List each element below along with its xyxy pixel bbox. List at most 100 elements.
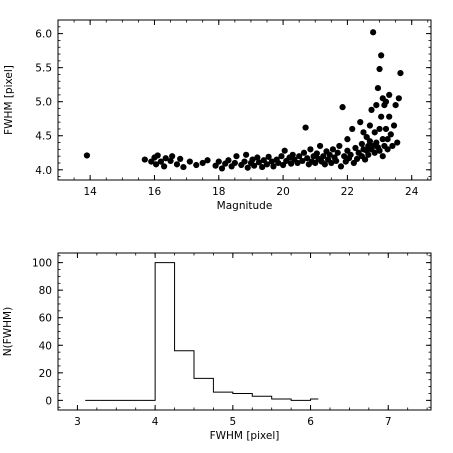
- data-point: [294, 159, 301, 167]
- x-tick-label: 24: [405, 186, 419, 198]
- y-tick-label: 20: [39, 368, 52, 380]
- data-point: [390, 122, 398, 129]
- data-point: [320, 153, 327, 160]
- data-point: [251, 162, 258, 169]
- plot-frame: [57, 19, 432, 181]
- data-point: [169, 153, 176, 160]
- data-point: [296, 153, 303, 160]
- data-point: [358, 140, 365, 148]
- scatter-panel: 14 16 18 20 22 24 4.0 4.5 5.0 5.5 6.0 Magnitude FWHM…: [3, 19, 432, 212]
- data-point: [161, 163, 168, 170]
- data-point: [243, 151, 250, 158]
- data-point: [263, 161, 271, 168]
- data-point: [397, 70, 404, 77]
- data-point: [270, 163, 277, 170]
- data-point: [278, 153, 285, 160]
- data-point: [141, 156, 148, 163]
- data-point: [249, 156, 256, 163]
- data-point: [326, 151, 333, 158]
- data-point: [378, 113, 385, 120]
- data-point: [231, 159, 238, 167]
- data-point: [328, 159, 335, 167]
- data-point: [233, 153, 240, 160]
- data-point: [376, 65, 383, 73]
- data-point: [299, 157, 306, 165]
- data-point: [265, 153, 272, 160]
- data-point: [336, 142, 343, 150]
- y-tick-label: 6.0: [35, 29, 52, 41]
- data-point: [268, 158, 275, 165]
- x-tick-label: 16: [148, 186, 162, 198]
- x-tick-label: 7: [385, 416, 392, 428]
- data-point: [352, 144, 359, 152]
- data-point: [177, 155, 184, 162]
- data-point: [366, 138, 374, 145]
- data-point: [379, 153, 386, 160]
- data-point: [199, 159, 206, 167]
- histogram-step-line: [85, 262, 319, 401]
- data-point: [300, 149, 308, 156]
- x-tick-label: 6: [307, 416, 314, 428]
- y-tick-label: 5.0: [35, 97, 52, 109]
- data-point: [389, 142, 396, 150]
- data-point: [167, 157, 174, 165]
- y-tick-label: 4.5: [35, 131, 52, 143]
- data-point: [289, 151, 296, 158]
- data-point: [384, 146, 391, 153]
- data-point: [215, 158, 222, 165]
- data-point: [321, 161, 328, 168]
- data-point: [162, 155, 169, 162]
- data-point: [255, 159, 263, 166]
- data-point: [371, 129, 378, 136]
- y-tick-label: 80: [39, 285, 52, 297]
- plot-frame: [57, 252, 432, 411]
- y-tick-label: 100: [32, 258, 52, 270]
- data-point: [204, 157, 211, 164]
- data-point: [357, 119, 364, 126]
- data-point: [395, 95, 402, 102]
- y-tick-label: 60: [39, 313, 52, 325]
- data-point: [373, 139, 380, 146]
- data-point: [373, 102, 380, 109]
- data-point: [392, 102, 399, 109]
- data-point: [275, 159, 282, 167]
- y-axis-label: FWHM [pixel]: [3, 65, 15, 135]
- data-point: [173, 161, 181, 168]
- y-tick-label: 4.0: [35, 165, 52, 177]
- data-point: [386, 113, 393, 120]
- data-point: [365, 151, 372, 158]
- data-point: [83, 152, 91, 159]
- x-tick-label: 4: [152, 416, 159, 428]
- data-point: [376, 147, 383, 154]
- data-point: [368, 106, 375, 113]
- data-point: [360, 129, 367, 136]
- data-point: [329, 146, 337, 153]
- data-point: [316, 142, 324, 150]
- x-tick-label: 18: [212, 186, 225, 198]
- x-tick-label: 20: [276, 186, 289, 198]
- data-point: [382, 125, 390, 133]
- data-point: [302, 124, 309, 131]
- data-point: [334, 149, 341, 156]
- histogram-panel: 3 4 5 6 7 0 20 40 60 80 100 FWHM [pixel] N(FWHM): [2, 252, 432, 442]
- data-point: [374, 84, 382, 92]
- data-point: [180, 163, 187, 171]
- x-axis-label: Magnitude: [217, 200, 273, 212]
- data-point: [157, 158, 164, 165]
- x-axis-label: FWHM [pixel]: [210, 430, 280, 442]
- data-point: [339, 104, 346, 111]
- data-point: [259, 163, 266, 171]
- data-point: [244, 164, 251, 171]
- x-tick-label: 3: [74, 416, 81, 428]
- data-point: [370, 29, 377, 36]
- data-point: [387, 131, 394, 138]
- data-point: [225, 157, 232, 164]
- y-tick-label: 0: [45, 395, 52, 407]
- data-point: [218, 165, 226, 172]
- data-point: [254, 154, 261, 161]
- data-point: [152, 161, 160, 168]
- y-tick-label: 5.5: [35, 63, 52, 75]
- data-point: [379, 136, 386, 143]
- x-tick-label: 5: [230, 416, 237, 428]
